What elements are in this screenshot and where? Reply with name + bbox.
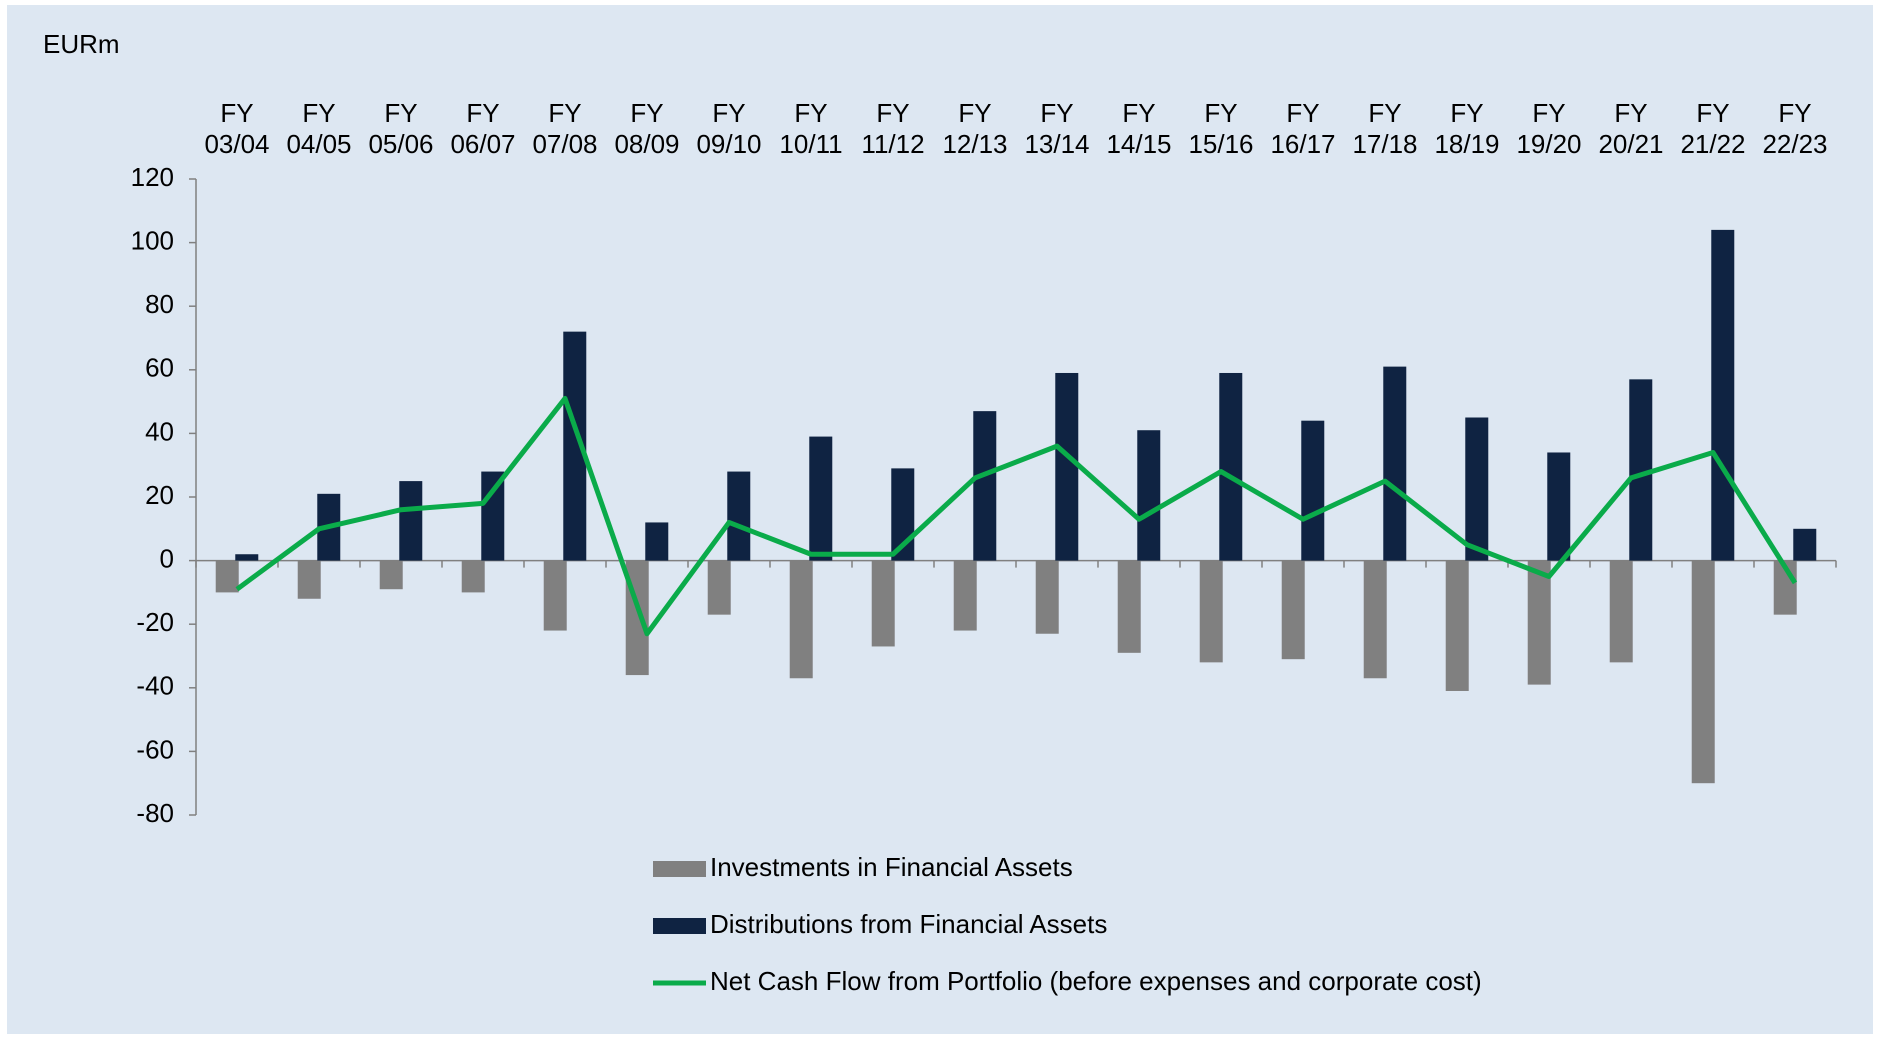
y-tick-label: 20	[145, 480, 174, 510]
bar	[399, 481, 423, 561]
bar	[727, 471, 751, 561]
legend-label: Distributions from Financial Assets	[710, 909, 1107, 939]
y-tick-label: -60	[136, 734, 174, 764]
bar	[1691, 560, 1715, 784]
x-tick-label: FY 11/12	[861, 98, 925, 159]
x-tick-label: FY 04/05	[286, 98, 352, 159]
bar	[809, 436, 833, 561]
bar	[1137, 430, 1161, 561]
bar	[379, 560, 403, 590]
bar	[1465, 417, 1489, 561]
bar	[543, 560, 567, 631]
y-tick-label: 0	[160, 543, 174, 573]
line	[235, 395, 1798, 637]
x-tick-label: FY 06/07	[450, 98, 516, 159]
bar	[1629, 379, 1653, 561]
bar	[1219, 372, 1243, 561]
legend-swatch	[653, 918, 706, 934]
bar	[1547, 452, 1571, 561]
bar	[1117, 560, 1141, 653]
x-tick-label: FY 09/10	[696, 98, 762, 159]
bar	[1527, 560, 1551, 685]
x-tick-label: FY 13/14	[1024, 98, 1090, 159]
bar	[789, 560, 813, 679]
x-tick-label: FY 22/23	[1762, 98, 1828, 159]
y-tick-label: -40	[136, 671, 174, 701]
bar	[297, 560, 321, 599]
bar	[1793, 528, 1817, 561]
bar	[973, 411, 997, 561]
legend-swatch	[653, 861, 706, 877]
bar	[461, 560, 485, 593]
y-tick-label: 80	[145, 289, 174, 319]
bar	[235, 554, 259, 561]
x-tick-label: FY 17/18	[1352, 98, 1418, 159]
y-unit-label: EURm	[43, 29, 120, 59]
x-tick-label: FY 14/15	[1106, 98, 1172, 159]
x-tick-label: FY 21/22	[1680, 98, 1746, 159]
y-tick-label: 60	[145, 353, 174, 383]
bar	[1609, 560, 1633, 663]
x-tick-label: FY 19/20	[1516, 98, 1582, 159]
x-tick-label: FY 03/04	[204, 98, 270, 159]
bar	[645, 522, 669, 561]
x-tick-label: FY 05/06	[368, 98, 434, 159]
bar	[1383, 366, 1407, 561]
x-tick-label: FY 10/11	[779, 98, 843, 159]
x-tick-label: FY 16/17	[1270, 98, 1336, 159]
y-tick-label: 120	[131, 162, 174, 192]
x-tick-label: FY 12/13	[942, 98, 1008, 159]
bar	[1035, 560, 1059, 634]
bar	[1301, 420, 1325, 561]
y-tick-label: -80	[136, 798, 174, 828]
bar	[953, 560, 977, 631]
legend-label: Investments in Financial Assets	[710, 852, 1073, 882]
y-tick-label: -20	[136, 607, 174, 637]
bar	[1281, 560, 1305, 660]
bar	[1055, 372, 1079, 561]
bar	[1363, 560, 1387, 679]
bar	[1711, 229, 1735, 561]
legend-label: Net Cash Flow from Portfolio (before exp…	[710, 966, 1482, 996]
x-tick-label: FY 18/19	[1434, 98, 1500, 159]
x-tick-label: FY 08/09	[614, 98, 680, 159]
bar	[481, 471, 505, 561]
x-tick-label: FY 07/08	[532, 98, 598, 159]
bar	[563, 331, 587, 561]
y-tick-label: 100	[131, 225, 174, 255]
bar	[1199, 560, 1223, 663]
x-tick-label: FY 15/16	[1188, 98, 1254, 159]
bar	[1445, 560, 1469, 691]
bar	[871, 560, 895, 647]
bar	[707, 560, 731, 615]
bar	[215, 560, 239, 593]
y-tick-label: 40	[145, 416, 174, 446]
x-tick-label: FY 20/21	[1598, 98, 1664, 159]
